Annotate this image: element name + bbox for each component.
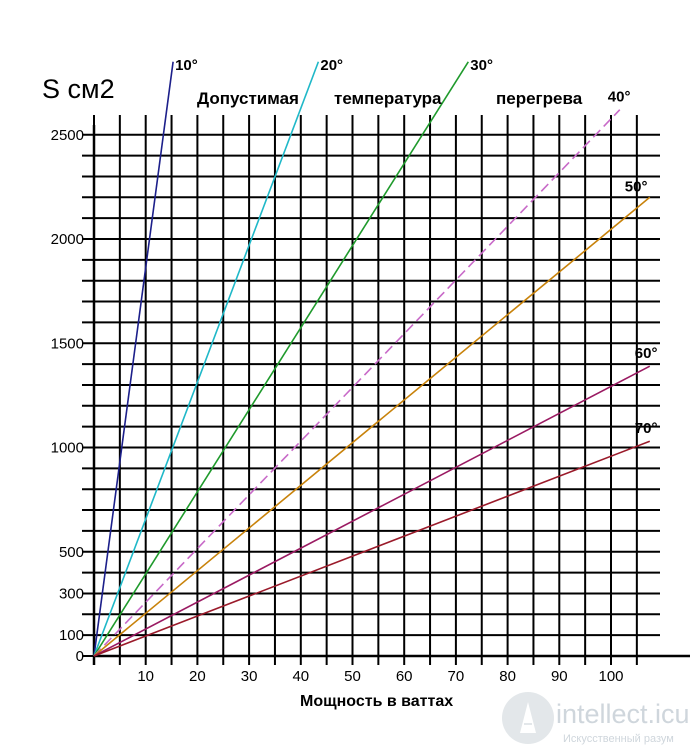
y-tick-label: 2000 [51,231,84,248]
series-line-3 [93,61,469,657]
y-tick-label: 1500 [51,335,84,352]
y-axis-label: S см2 [42,74,115,104]
series-label-2: 20° [320,57,343,74]
x-tick-label: 10 [137,668,154,685]
x-axis-label: Мощность в ваттах [300,693,453,710]
x-tick-label: 40 [292,668,309,685]
series-label-3: 30° [470,57,493,74]
tick-labels: 0 100 300 500 1000 1500 2000 2500 10 20 30 40 50 60 70… [51,127,624,685]
x-tick-label: 90 [551,668,568,685]
x-tick-label: 50 [344,668,361,685]
x-tick-label: 60 [396,668,413,685]
watermark-subtext: Искусственный разум [563,733,674,745]
series-label-1: 10° [175,57,198,74]
x-tick-label: 20 [189,668,206,685]
x-tick-label: 70 [448,668,465,685]
series-label-7: 70° [635,420,658,437]
grid [82,115,660,665]
title-part-3: перегрева [496,89,583,108]
series-line-2 [93,61,320,657]
x-tick-label: 30 [241,668,258,685]
x-tick-label: 100 [598,668,623,685]
watermark: intellect.icu Искусственный разум [502,692,690,745]
title-part-1: Допустимая [197,89,299,108]
series-label-4: 40° [608,89,631,106]
y-tick-label: 100 [59,627,84,644]
series-line-1 [93,61,174,657]
series-labels: 10° 20° 30° 40° 50° 60° 70° [175,57,657,437]
series-lines [93,61,651,657]
y-tick-label: 0 [76,648,84,665]
title-part-2: температура [334,89,442,108]
series-line-5 [93,196,651,657]
series-line-4 [93,109,621,657]
watermark-logo-icon [502,692,554,744]
series-label-6: 60° [635,345,658,362]
series-label-5: 50° [625,178,648,195]
y-tick-label: 300 [59,585,84,602]
y-tick-label: 500 [59,544,84,561]
watermark-text: intellect.icu [556,699,690,729]
axes [92,125,690,665]
y-tick-label: 1000 [51,440,84,457]
series-line-7 [93,440,651,657]
x-tick-label: 80 [499,668,516,685]
series-line-6 [93,365,651,657]
y-tick-label: 2500 [51,127,84,144]
